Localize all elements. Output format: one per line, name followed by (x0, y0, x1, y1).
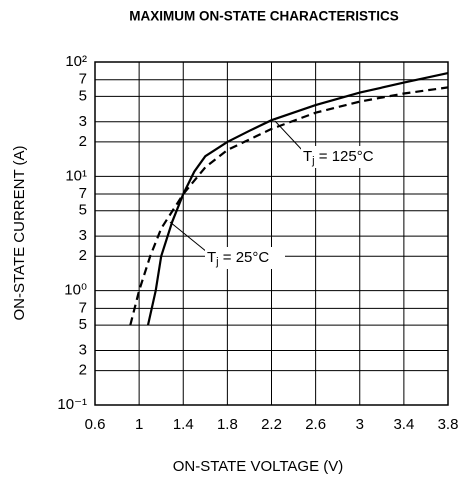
y-tick-label: 7 (79, 185, 87, 202)
x-tick-label: 2.6 (305, 416, 326, 433)
annotation: Tj = 125°C (303, 148, 374, 167)
x-tick-label: 1.4 (173, 416, 194, 433)
data-line (129, 86, 449, 326)
y-tick-label: 7 (79, 299, 87, 316)
y-tick-label: 10¹ (65, 167, 87, 184)
y-tick-label: 5 (79, 87, 87, 104)
annotation-part: j (215, 256, 218, 268)
y-tick-label: 10² (65, 53, 87, 70)
annotation-part: = 125°C (315, 148, 374, 165)
data-line (146, 72, 449, 326)
y-tick-label: 3 (79, 113, 87, 130)
y-tick-label: 7 (79, 71, 87, 88)
y-tick-label: 10⁰ (64, 282, 87, 299)
y-tick-label: 3 (79, 341, 87, 358)
x-tick-label: 0.6 (85, 416, 106, 433)
y-tick-label: 2 (79, 362, 87, 379)
y-tick-label: 5 (79, 202, 87, 219)
annotation-part: T (303, 148, 312, 165)
y-tick-label: 3 (79, 227, 87, 244)
chart-title: MAXIMUM ON-STATE CHARACTERISTICS (129, 9, 399, 24)
y-axis-label: ON-STATE CURRENT (A) (11, 145, 28, 320)
annotation-bg (301, 146, 389, 168)
annotation-leader (169, 221, 208, 253)
y-tick-label: 10⁻¹ (57, 396, 87, 413)
annotation-bg (205, 247, 285, 269)
y-tick-label: 5 (79, 316, 87, 333)
y-tick-label: 2 (79, 133, 87, 150)
x-tick-label: 1.8 (217, 416, 238, 433)
annotation-leader (274, 120, 304, 152)
x-tick-label: 2.2 (261, 416, 282, 433)
x-tick-label: 3.8 (438, 416, 459, 433)
x-axis-label: ON-STATE VOLTAGE (V) (173, 458, 344, 475)
annotation: Tj = 25°C (207, 249, 269, 268)
x-tick-label: 1 (135, 416, 143, 433)
annotation-part: T (207, 249, 216, 266)
plot-frame (94, 61, 449, 406)
x-tick-label: 3.4 (393, 416, 414, 433)
annotation-part: j (311, 155, 314, 167)
y-tick-label: 2 (79, 247, 87, 264)
annotation-part: = 25°C (219, 249, 270, 266)
x-tick-label: 3 (356, 416, 364, 433)
